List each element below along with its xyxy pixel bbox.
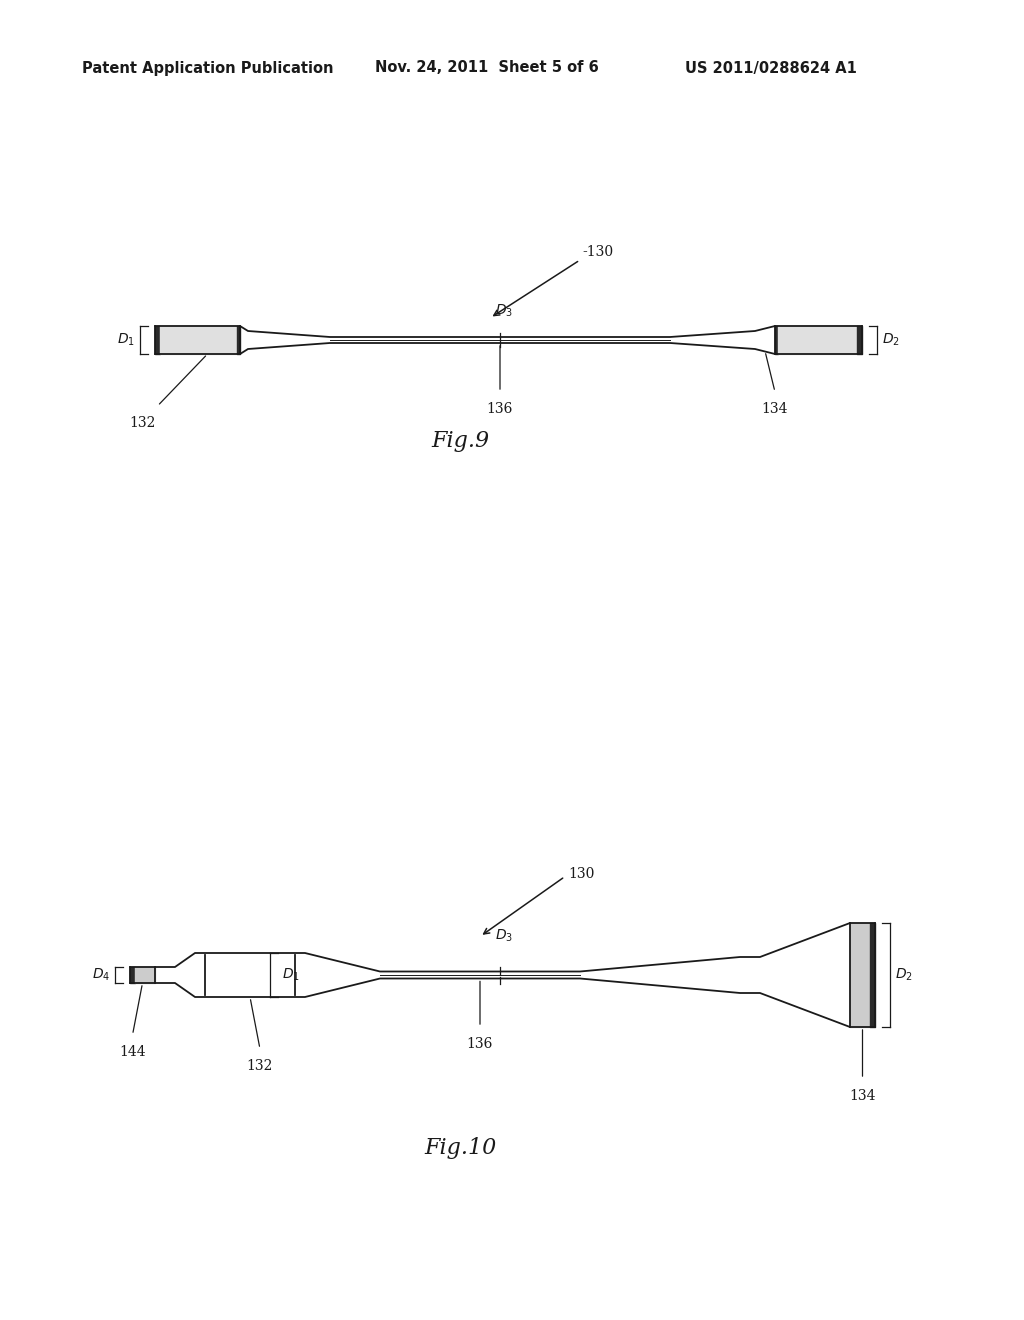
- Text: -130: -130: [582, 246, 613, 259]
- Text: 136: 136: [486, 403, 513, 416]
- Text: Fig.10: Fig.10: [424, 1137, 496, 1159]
- Text: $D_3$: $D_3$: [495, 302, 513, 319]
- Text: $D_2$: $D_2$: [882, 331, 900, 348]
- Text: 134: 134: [762, 403, 788, 416]
- Text: 134: 134: [849, 1089, 876, 1104]
- Text: $D_3$: $D_3$: [495, 927, 513, 944]
- Text: US 2011/0288624 A1: US 2011/0288624 A1: [685, 61, 857, 75]
- Text: $D_2$: $D_2$: [895, 966, 913, 983]
- Text: 132: 132: [247, 1059, 273, 1073]
- Text: $D_1$: $D_1$: [282, 966, 300, 983]
- Text: 132: 132: [129, 416, 156, 430]
- Text: Patent Application Publication: Patent Application Publication: [82, 61, 334, 75]
- Text: 144: 144: [119, 1045, 145, 1059]
- Text: Nov. 24, 2011  Sheet 5 of 6: Nov. 24, 2011 Sheet 5 of 6: [375, 61, 599, 75]
- Text: 136: 136: [467, 1038, 494, 1051]
- Text: $D_4$: $D_4$: [92, 966, 110, 983]
- Text: Fig.9: Fig.9: [431, 430, 489, 451]
- Text: $D_1$: $D_1$: [117, 331, 135, 348]
- Text: 130: 130: [568, 866, 594, 880]
